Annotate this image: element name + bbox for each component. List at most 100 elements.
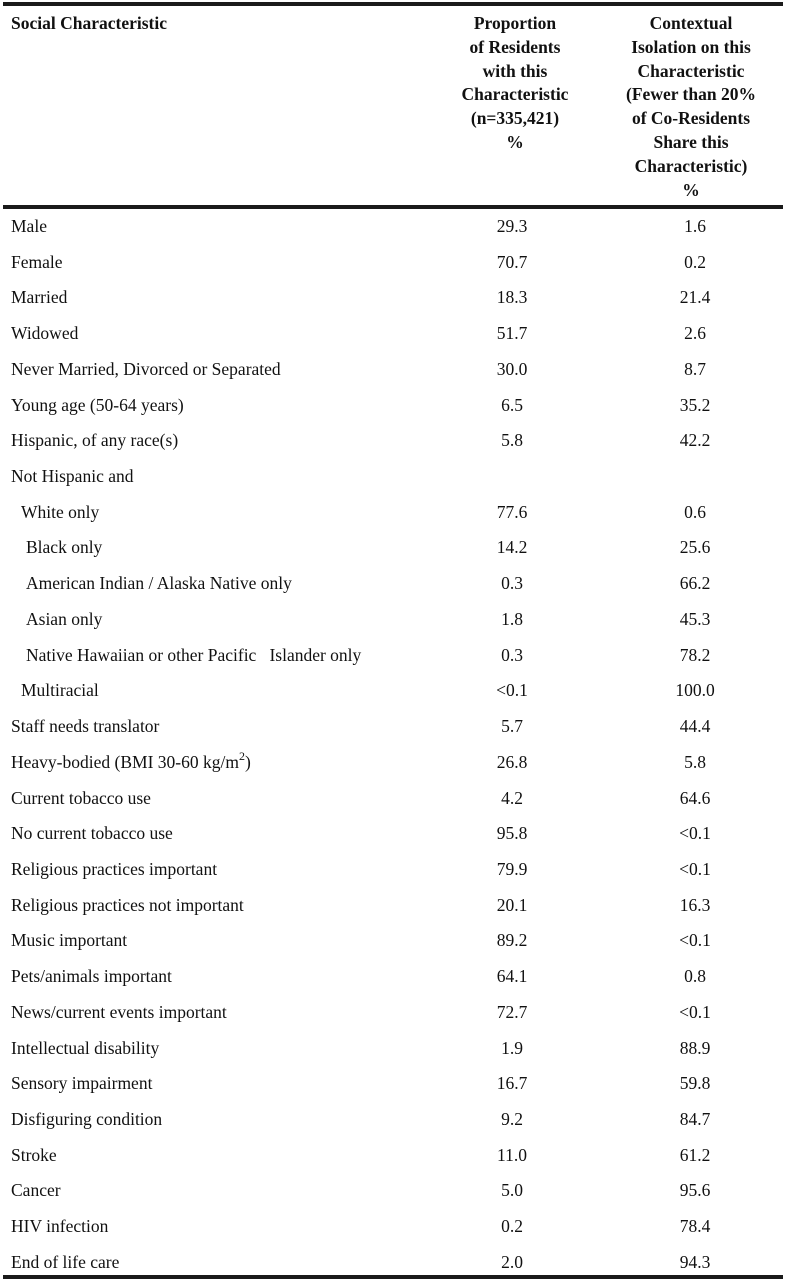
row-label: HIV infection	[11, 1215, 108, 1237]
row-label-text: Disfiguring condition	[11, 1108, 163, 1129]
table-row: Stroke 11.0 61.2	[0, 1138, 786, 1174]
table-row: Married 18.3 21.4	[0, 280, 786, 316]
isolation-value: <0.1	[679, 930, 711, 951]
header-contextual-isolation: Contextual Isolation on this Characteristi…	[606, 12, 776, 202]
proportion-value: 0.2	[501, 1216, 523, 1237]
row-label: Multiracial	[21, 679, 99, 701]
row-label: American Indian / Alaska Native only	[26, 572, 292, 594]
row-label: Male	[11, 215, 47, 237]
row-label: Sensory impairment	[11, 1072, 152, 1094]
isolation-value: 100.0	[675, 680, 715, 701]
proportion-value: 0.3	[501, 644, 523, 665]
header-line: Characteristic)	[634, 155, 748, 176]
row-label-text: American Indian / Alaska Native only	[26, 573, 292, 594]
row-label-text: Pets/animals important	[11, 966, 172, 987]
row-label-text: Stroke	[11, 1144, 57, 1165]
header-line: Social Characteristic	[11, 13, 167, 33]
isolation-value: 1.6	[684, 216, 706, 236]
row-label-text: Multiracial	[21, 680, 99, 701]
row-label-text: Heavy-bodied (BMI 30-60 kg/m	[11, 751, 239, 772]
table-row: White only 77.6 0.6	[0, 495, 786, 531]
header-line: Characteristic	[637, 60, 745, 81]
table-top-rule	[3, 2, 783, 6]
row-label: Pets/animals important	[11, 965, 172, 987]
header-proportion-of-residents: Proportion of Residents with this Character…	[440, 12, 590, 155]
proportion-value: 6.5	[501, 394, 523, 415]
header-line: Share this	[653, 131, 729, 152]
proportion-value: 1.8	[501, 608, 523, 629]
table-row: Intellectual disability 1.9 88.9	[0, 1031, 786, 1067]
table-row: Cancer 5.0 95.6	[0, 1173, 786, 1209]
table-row: Male 29.3 1.6	[0, 209, 786, 245]
isolation-value: 61.2	[679, 1144, 711, 1165]
row-label: Hispanic, of any race(s)	[11, 429, 178, 451]
proportion-value: 77.6	[496, 501, 528, 522]
row-label-text: Widowed	[11, 323, 79, 344]
isolation-value: 2.6	[684, 323, 706, 344]
proportion-value: 5.0	[501, 1180, 523, 1201]
row-label: Intellectual disability	[11, 1037, 159, 1059]
isolation-value: 0.6	[684, 501, 706, 522]
table-row: Never Married, Divorced or Separated 30.0…	[0, 352, 786, 388]
isolation-value: <0.1	[679, 1001, 711, 1022]
table-row: Religious practices not important 20.1 16.…	[0, 888, 786, 924]
proportion-value: 79.9	[496, 858, 528, 879]
proportion-value: 9.2	[501, 1108, 523, 1129]
row-label-text: End of life care	[11, 1251, 120, 1272]
isolation-value: 0.8	[684, 966, 706, 987]
isolation-value: 78.2	[679, 644, 711, 665]
isolation-value: 59.8	[679, 1073, 711, 1094]
header-line: %	[682, 179, 700, 200]
header-line: %	[506, 131, 524, 152]
table-row: End of life care 2.0 94.3	[0, 1245, 786, 1281]
isolation-value: 64.6	[679, 787, 711, 808]
row-label-text: Intellectual disability	[11, 1037, 160, 1058]
header-social-characteristic: Social Characteristic	[11, 12, 311, 36]
row-label-text: Hispanic, of any race(s)	[11, 430, 179, 451]
row-label: News/current events important	[11, 1001, 227, 1023]
row-label: End of life care	[11, 1251, 119, 1273]
table-row: Hispanic, of any race(s) 5.8 42.2	[0, 423, 786, 459]
table-row: Music important 89.2 <0.1	[0, 923, 786, 959]
row-label-text: White only	[21, 501, 100, 522]
table-row: Staff needs translator 5.7 44.4	[0, 709, 786, 745]
proportion-value: 95.8	[496, 823, 528, 844]
proportion-value: 70.7	[496, 251, 528, 272]
isolation-value: 78.4	[679, 1216, 711, 1237]
row-label: Female	[11, 251, 63, 273]
isolation-value: 25.6	[679, 537, 711, 558]
header-line: of Co-Residents	[631, 108, 751, 129]
row-label: Never Married, Divorced or Separated	[11, 358, 281, 380]
proportion-value: 5.8	[501, 430, 523, 451]
table-row: Native Hawaiian or other Pacific Islande…	[0, 638, 786, 674]
row-label: Black only	[26, 536, 102, 558]
proportion-value: <0.1	[496, 680, 528, 701]
header-line: of Residents	[469, 36, 561, 57]
proportion-value: 30.0	[496, 358, 528, 379]
row-label: Music important	[11, 929, 127, 951]
table-row: Current tobacco use 4.2 64.6	[0, 781, 786, 817]
row-label: Asian only	[26, 608, 102, 630]
row-label-text: Sensory impairment	[11, 1073, 153, 1094]
row-label-text: Married	[11, 287, 68, 308]
table-row: Disfiguring condition 9.2 84.7	[0, 1102, 786, 1138]
table-row: Young age (50-64 years) 6.5 35.2	[0, 388, 786, 424]
proportion-value: 0.3	[501, 573, 523, 594]
proportion-value: 1.9	[501, 1037, 523, 1058]
header-line: Characteristic	[461, 84, 569, 105]
row-label-text: Native Hawaiian or other Pacific Islande…	[26, 644, 362, 665]
table-row: News/current events important 72.7 <0.1	[0, 995, 786, 1031]
isolation-value: <0.1	[679, 823, 711, 844]
header-line: (n=335,421)	[470, 108, 560, 129]
isolation-value: 42.2	[679, 430, 711, 451]
header-line: Isolation on this	[631, 36, 751, 57]
proportion-value: 72.7	[496, 1001, 528, 1022]
row-label: Current tobacco use	[11, 787, 151, 809]
proportion-value: 16.7	[496, 1073, 528, 1094]
proportion-value: 29.3	[496, 216, 528, 236]
row-label-superscript: 2	[238, 748, 245, 763]
table-row: Black only 14.2 25.6	[0, 530, 786, 566]
proportion-value: 5.7	[501, 716, 523, 737]
table-bottom-rule	[3, 1275, 783, 1279]
table-row: HIV infection 0.2 78.4	[0, 1209, 786, 1245]
